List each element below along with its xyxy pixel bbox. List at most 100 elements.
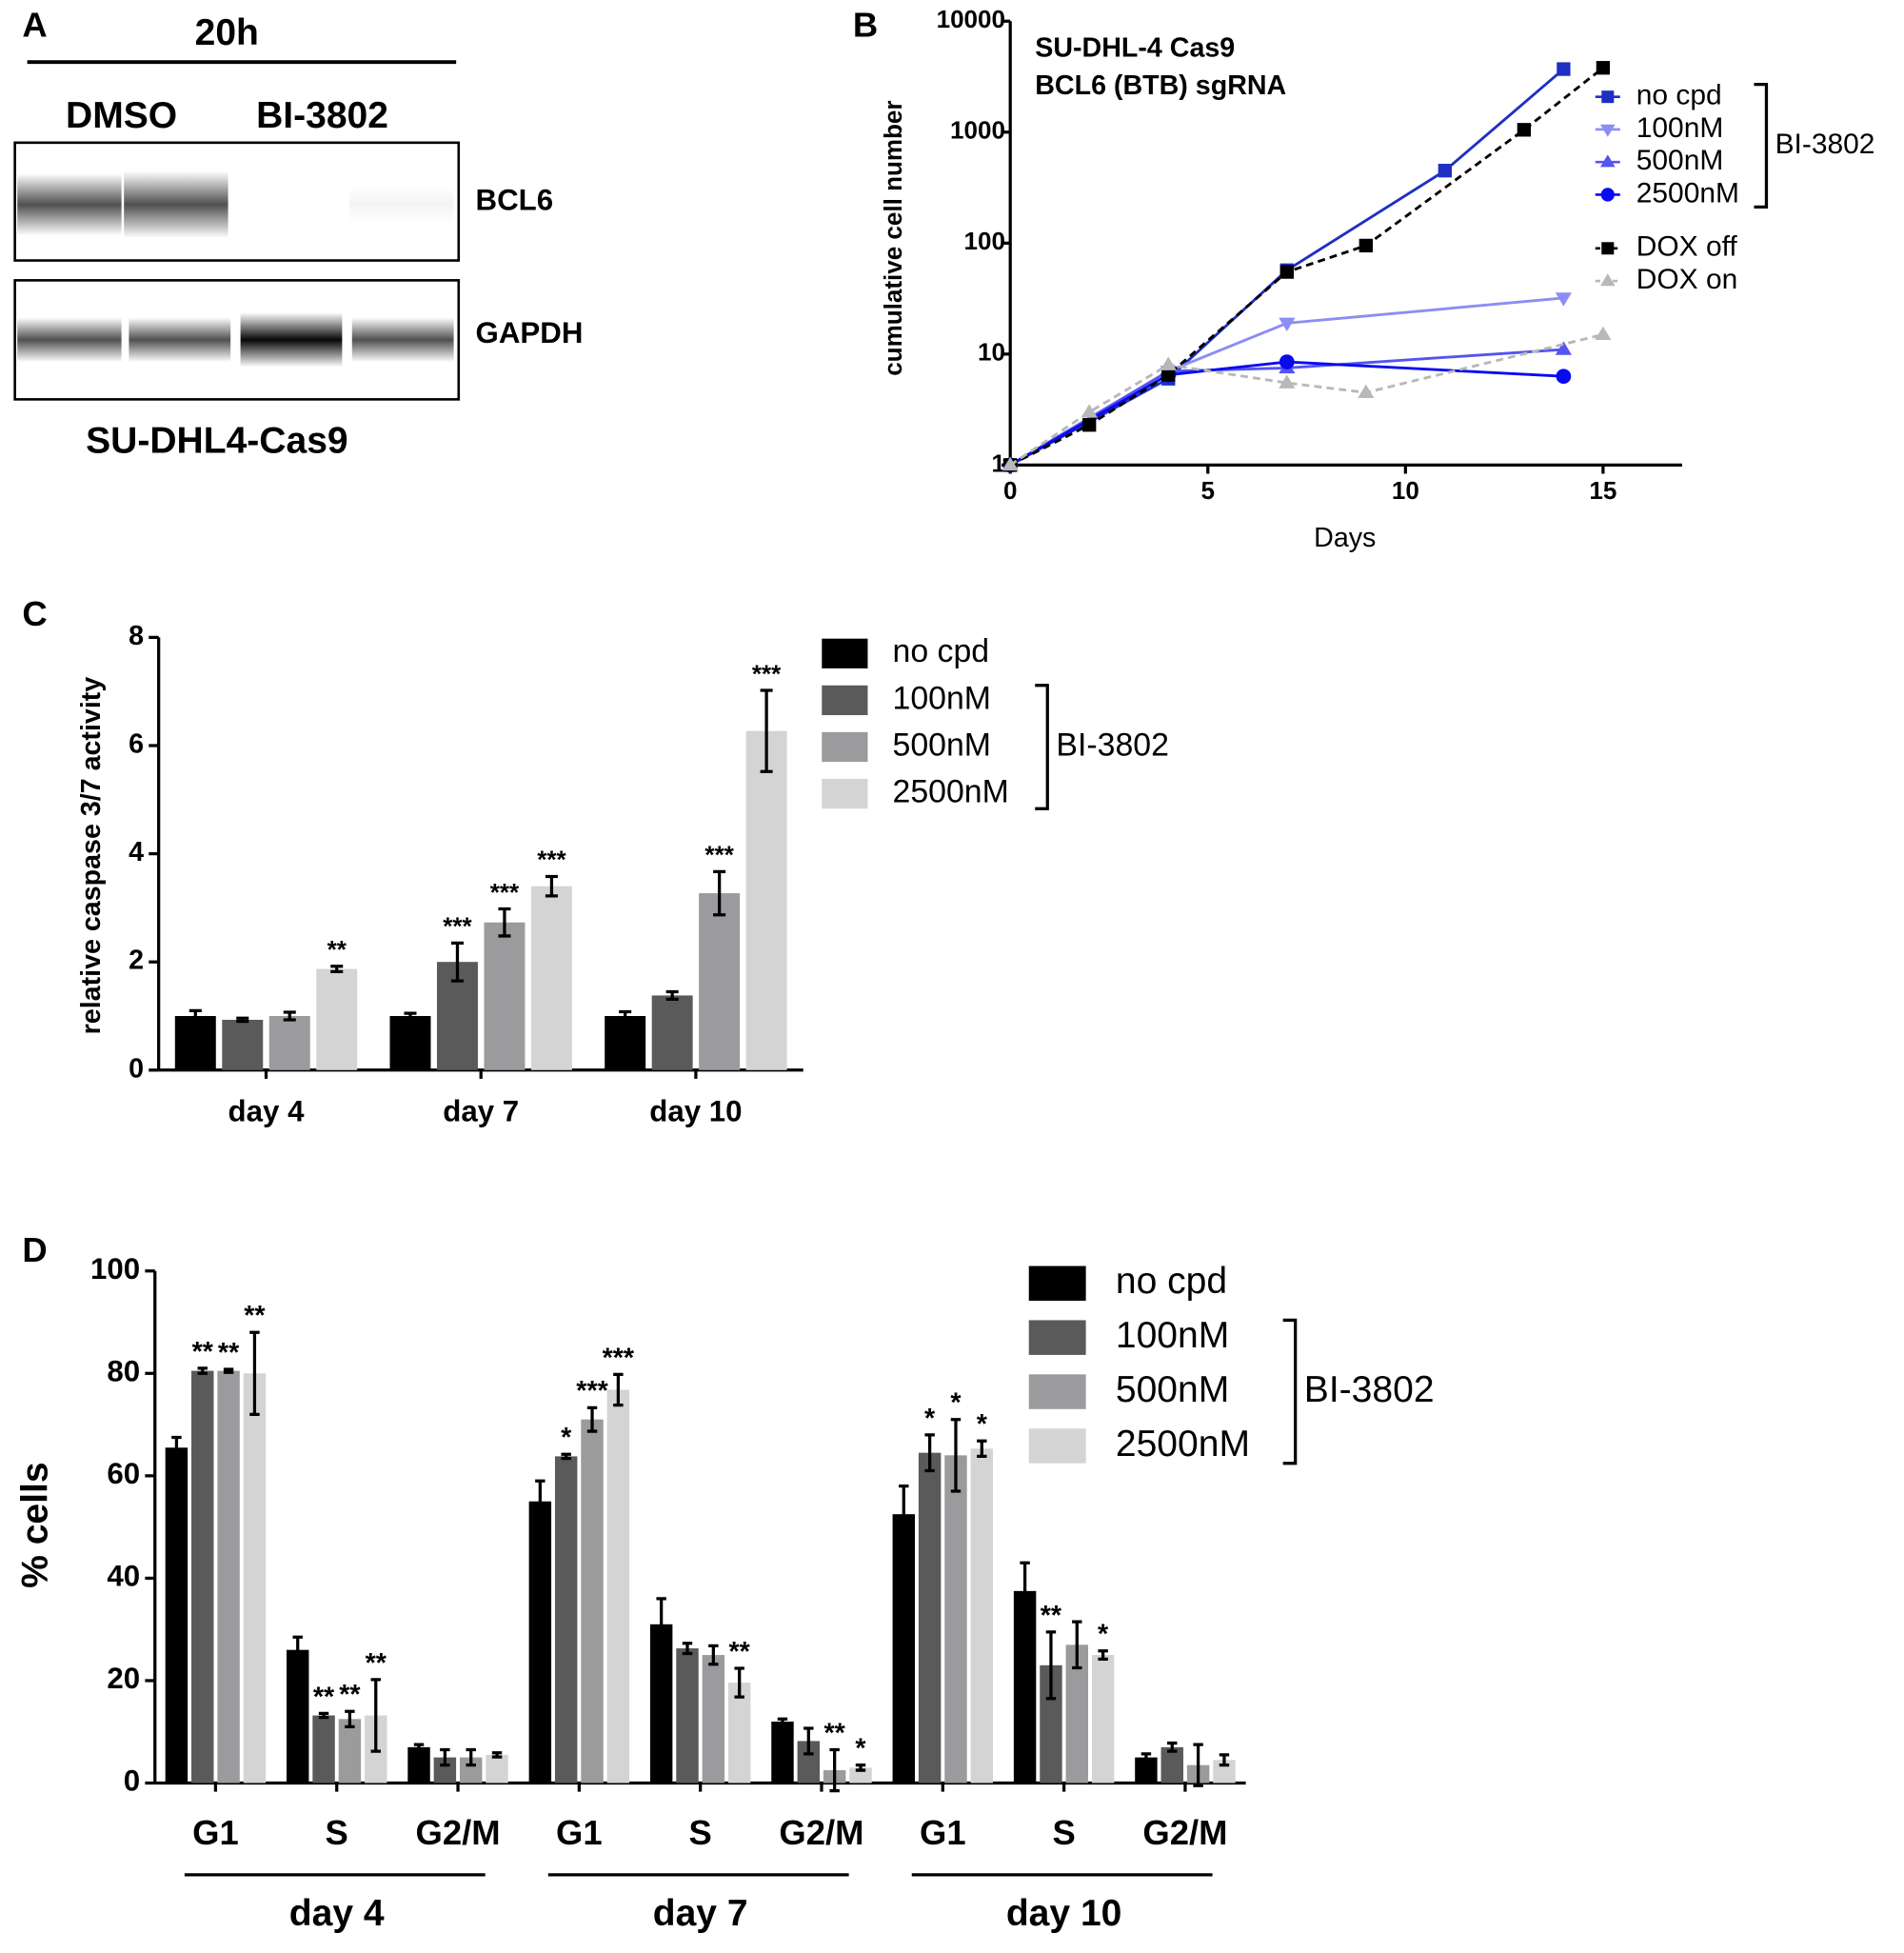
error-bar: [283, 1010, 296, 1022]
bar: [699, 893, 741, 1070]
error-bar: [404, 1011, 417, 1021]
error-bar: [829, 1747, 840, 1793]
data-point: [1160, 356, 1177, 370]
bar: [1065, 1644, 1089, 1784]
significance-label: *: [855, 1734, 866, 1764]
bar: [165, 1447, 188, 1784]
x-tick-label: S: [689, 1813, 712, 1852]
error-bar: [370, 1678, 381, 1753]
significance-label: *: [924, 1404, 936, 1434]
legend-swatch: [1028, 1320, 1086, 1355]
error-bar: [619, 1009, 632, 1023]
data-point: [1279, 265, 1294, 279]
data-point: [1359, 238, 1373, 253]
y-tick-label: 4: [129, 837, 144, 867]
band: [240, 312, 343, 368]
x-tick-label: day 4: [228, 1095, 306, 1128]
significance-label: *: [561, 1423, 572, 1453]
error-bar: [330, 965, 344, 974]
error-bar: [924, 1433, 935, 1473]
y-tick-label: 80: [107, 1355, 140, 1388]
bar: [745, 730, 787, 1070]
y-tick-label: 100: [964, 227, 1005, 255]
band: [349, 186, 454, 224]
error-bar: [1167, 1741, 1178, 1753]
bar: [460, 1757, 483, 1784]
bar: [286, 1649, 309, 1784]
error-bar: [855, 1764, 866, 1772]
legend-label: DOX on: [1636, 264, 1738, 295]
error-bar: [899, 1484, 909, 1544]
x-tick-label: day 7: [443, 1095, 519, 1128]
bar: [649, 1624, 673, 1784]
significance-label: **: [1041, 1601, 1062, 1631]
panel-label: C: [22, 594, 47, 633]
significance-label: **: [327, 935, 347, 964]
significance-label: **: [339, 1680, 361, 1710]
significance-label: **: [366, 1648, 387, 1679]
legend-swatch: [1028, 1428, 1086, 1464]
legend-swatch: [822, 731, 868, 763]
y-tick-label: 1: [992, 448, 1005, 477]
x-tick-label: G2/M: [1142, 1813, 1227, 1852]
y-tick-label: 0: [124, 1764, 140, 1798]
x-tick-label: 15: [1589, 476, 1616, 505]
bar: [1040, 1664, 1062, 1784]
bar: [581, 1419, 604, 1784]
legend-marker: [1599, 124, 1616, 137]
error-bar: [171, 1435, 182, 1460]
significance-label: ***: [443, 912, 472, 941]
error-bar: [561, 1452, 571, 1461]
error-bar: [466, 1747, 476, 1767]
y-tick-label: 10: [978, 338, 1005, 367]
significance-label: **: [729, 1637, 751, 1667]
legend-marker: [1599, 154, 1616, 168]
legend-bracket: [1282, 1318, 1298, 1465]
error-bar: [318, 1711, 329, 1720]
y-tick-label: 40: [107, 1560, 140, 1593]
bar: [312, 1715, 335, 1784]
bar: [606, 1389, 630, 1784]
legend-marker: [1601, 90, 1615, 104]
x-tick-label: G1: [920, 1813, 966, 1852]
legend-label: no cpd: [1636, 80, 1722, 111]
bar: [530, 886, 572, 1070]
band-label: GAPDH: [476, 316, 584, 349]
significance-label: **: [218, 1338, 240, 1368]
legend-marker: [1599, 273, 1616, 287]
error-bar: [1098, 1649, 1108, 1661]
bar: [1013, 1590, 1037, 1784]
data-point: [1002, 456, 1019, 471]
band-label: BCL6: [476, 184, 554, 217]
error-bar: [1045, 1630, 1057, 1701]
panel-label: A: [22, 5, 47, 44]
chart-title: BCL6 (BTB) sgRNA: [1035, 70, 1286, 101]
significance-label: **: [244, 1301, 266, 1331]
legend-label: 500nM: [1636, 145, 1724, 176]
error-bar: [236, 1016, 249, 1024]
bar: [1160, 1746, 1183, 1784]
bar: [702, 1655, 725, 1784]
band: [129, 317, 231, 363]
error-bar: [586, 1405, 598, 1433]
legend-label: DOX off: [1636, 231, 1738, 263]
error-bar: [1193, 1743, 1203, 1787]
legend-swatch: [822, 778, 868, 809]
legend-marker: [1601, 242, 1615, 255]
legend-label: 100nM: [1636, 112, 1724, 144]
x-tick-label: S: [1052, 1813, 1075, 1852]
error-bar: [545, 874, 558, 898]
error-bar: [950, 1418, 962, 1493]
bar: [316, 968, 358, 1070]
error-bar: [613, 1372, 624, 1407]
data-point: [1279, 374, 1296, 389]
legend-label: 100nM: [892, 680, 990, 716]
error-bar: [760, 688, 773, 773]
error-bar: [803, 1726, 814, 1756]
x-tick-label: day 10: [649, 1095, 742, 1128]
y-axis-label: cumulative cell number: [879, 100, 907, 375]
legend-label: 500nM: [1116, 1369, 1229, 1410]
data-point: [1595, 326, 1612, 341]
panel-label: B: [853, 5, 878, 44]
